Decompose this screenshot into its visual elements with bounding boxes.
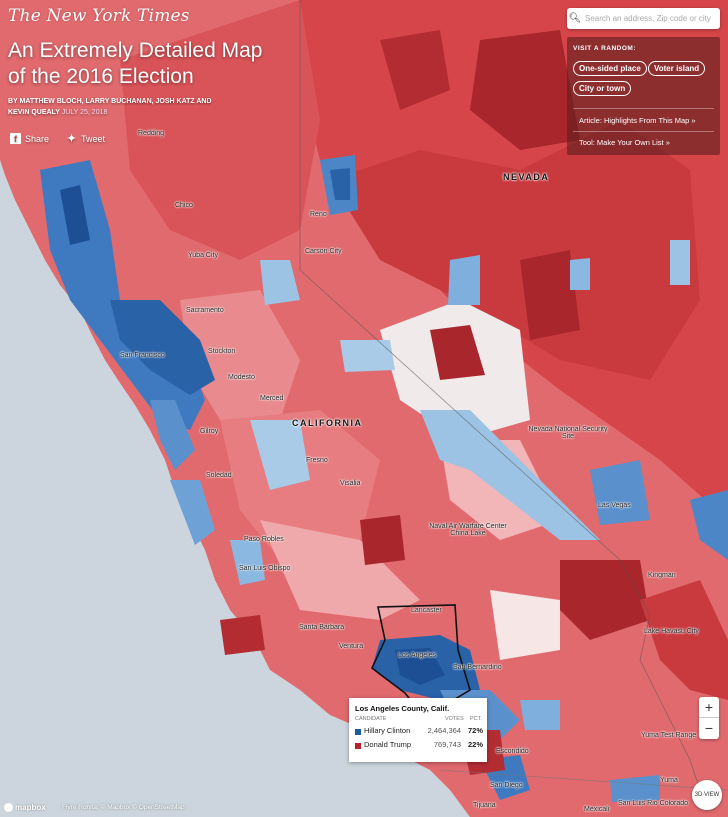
- nyt-masthead-logo[interactable]: The New York Times: [8, 6, 190, 26]
- mapbox-logo-text: mapbox: [15, 803, 46, 812]
- map-label-city: Carson City: [305, 248, 342, 255]
- 3d-view-label: 3D VIEW: [694, 792, 720, 798]
- map-label-city: Lancaster: [411, 607, 442, 614]
- zoom-divider: [699, 717, 719, 718]
- map-label-city: Paso Robles: [244, 536, 284, 543]
- map-label-city: San Bernardino: [453, 664, 502, 671]
- zoom-control: + −: [699, 697, 719, 739]
- candidate-votes: 769,743: [433, 740, 461, 749]
- county-tooltip: Los Angeles County, Calif. CANDIDATE VOT…: [349, 698, 487, 762]
- tooltip-col-pct: PCT.: [470, 716, 482, 722]
- share-twitter-label: Tweet: [81, 133, 106, 144]
- city-or-town-button[interactable]: City or town: [573, 81, 632, 96]
- zoom-in-button[interactable]: +: [704, 699, 714, 715]
- map-label-city: Las Vegas: [598, 502, 631, 509]
- map-label-city: Merced: [260, 395, 284, 402]
- map-label-city: San Luis Rio Colorado: [618, 800, 689, 807]
- tooltip-col-votes: VOTES: [445, 716, 464, 722]
- share-facebook-label: Share: [25, 133, 50, 144]
- map-label-city: Ventura: [339, 643, 364, 650]
- candidate-name: Hillary Clinton: [364, 726, 411, 735]
- map-label-city: Escondido: [496, 748, 529, 755]
- tooltip-row-clinton: Hillary Clinton 2,464,364 72%: [355, 726, 483, 738]
- map-label-nevada: NEVADA: [503, 172, 550, 182]
- byline: By MATTHEW BLOCH, LARRY BUCHANAN, JOSH K…: [8, 96, 228, 118]
- page-title: An Extremely Detailed Map of the 2016 El…: [8, 39, 263, 88]
- party-swatch: [355, 729, 361, 735]
- map-label-city: San Francisco: [120, 352, 165, 359]
- search-input[interactable]: [583, 13, 717, 24]
- map-label-site: Nevada National Security Site: [528, 426, 608, 440]
- map-label-city: Chico: [175, 202, 193, 209]
- map-label-city: Visalia: [340, 480, 361, 487]
- share-twitter-button[interactable]: ✦ Tweet: [66, 133, 106, 145]
- candidate-votes: 2,464,364: [427, 726, 461, 735]
- map-label-city: Tijuana: [473, 802, 496, 809]
- map-label-site: Yuma Test Range: [641, 732, 697, 739]
- share-facebook-button[interactable]: f Share: [10, 133, 49, 144]
- map-label-city: Los Angeles: [398, 652, 437, 659]
- search-box[interactable]: 🔍︎: [567, 8, 720, 29]
- map-attribution[interactable]: Flyre Ronita; © Mapbox © OpenStreetMap: [62, 804, 185, 811]
- zoom-out-button[interactable]: −: [704, 720, 714, 736]
- candidate-name: Donald Trump: [364, 740, 412, 749]
- map-label-city: Reno: [310, 211, 327, 218]
- voter-island-button[interactable]: Voter island: [648, 61, 706, 76]
- one-sided-place-button[interactable]: One-sided place: [573, 61, 647, 76]
- map-label-city: Soledad: [206, 472, 232, 479]
- map-label-site: Naval Air Warfare Center China Lake: [429, 523, 507, 537]
- map-label-city: Kingman: [648, 572, 676, 579]
- map-label-city: Yuma: [660, 777, 678, 784]
- mapbox-logo[interactable]: mapbox: [4, 803, 46, 812]
- 3d-view-button[interactable]: 3D VIEW: [692, 780, 722, 810]
- candidate-pct: 22%: [467, 740, 483, 749]
- map-label-city: Fresno: [306, 457, 328, 464]
- map-label-city: Lake Havasu City: [644, 628, 699, 635]
- byline-authors: By MATTHEW BLOCH, LARRY BUCHANAN, JOSH K…: [8, 98, 212, 116]
- map-label-city: Gilroy: [200, 428, 219, 435]
- twitter-icon: ✦: [66, 133, 77, 145]
- candidate-pct: 72%: [467, 726, 483, 735]
- map-label-city: Stockton: [208, 348, 236, 355]
- map-label-city: Yuba City: [188, 252, 218, 259]
- tooltip-row-trump: Donald Trump 769,743 22%: [355, 740, 483, 752]
- visit-random-heading: VISIT A RANDOM:: [573, 45, 636, 52]
- panel-divider: [573, 108, 714, 109]
- panel-divider: [573, 131, 714, 132]
- map-label-city: San Diego: [490, 782, 523, 789]
- visit-random-panel: VISIT A RANDOM: One-sided place Voter is…: [567, 37, 720, 155]
- mapbox-icon: [4, 803, 13, 812]
- map-label-city: Sacramento: [186, 307, 224, 314]
- make-your-own-list-link[interactable]: Tool: Make Your Own List »: [579, 138, 670, 147]
- map-label-california: CALIFORNIA: [292, 418, 363, 428]
- map-label-city: Redding: [138, 130, 165, 137]
- map-label-city: Santa Barbara: [299, 624, 345, 631]
- map-label-city: San Luis Obispo: [239, 565, 291, 572]
- map-label-city: Mexicali: [584, 806, 610, 813]
- map-label-city: Modesto: [228, 374, 255, 381]
- tooltip-title: Los Angeles County, Calif.: [355, 704, 450, 713]
- search-icon: 🔍︎: [568, 13, 582, 24]
- facebook-icon: f: [10, 133, 21, 144]
- byline-date: JULY 25, 2018: [61, 109, 108, 116]
- highlights-article-link[interactable]: Article: Highlights From This Map »: [579, 116, 696, 125]
- party-swatch: [355, 743, 361, 749]
- tooltip-col-candidate: CANDIDATE: [355, 716, 387, 722]
